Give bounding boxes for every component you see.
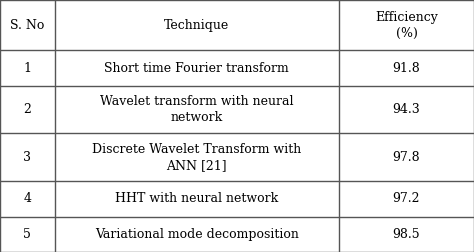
Text: 4: 4 <box>23 192 31 205</box>
Text: S. No: S. No <box>10 19 45 32</box>
Text: Technique: Technique <box>164 19 229 32</box>
Text: 3: 3 <box>23 151 31 164</box>
Text: 97.2: 97.2 <box>392 192 420 205</box>
Text: 98.5: 98.5 <box>392 228 420 241</box>
Text: Wavelet transform with neural
network: Wavelet transform with neural network <box>100 95 293 124</box>
Text: 5: 5 <box>23 228 31 241</box>
Text: 94.3: 94.3 <box>392 103 420 116</box>
Text: 91.8: 91.8 <box>392 61 420 75</box>
Text: 1: 1 <box>23 61 31 75</box>
Text: Variational mode decomposition: Variational mode decomposition <box>95 228 299 241</box>
Text: Short time Fourier transform: Short time Fourier transform <box>104 61 289 75</box>
Text: Discrete Wavelet Transform with
ANN [21]: Discrete Wavelet Transform with ANN [21] <box>92 143 301 172</box>
Text: Efficiency
(%): Efficiency (%) <box>375 11 438 40</box>
Text: 2: 2 <box>23 103 31 116</box>
Text: 97.8: 97.8 <box>392 151 420 164</box>
Text: HHT with neural network: HHT with neural network <box>115 192 278 205</box>
